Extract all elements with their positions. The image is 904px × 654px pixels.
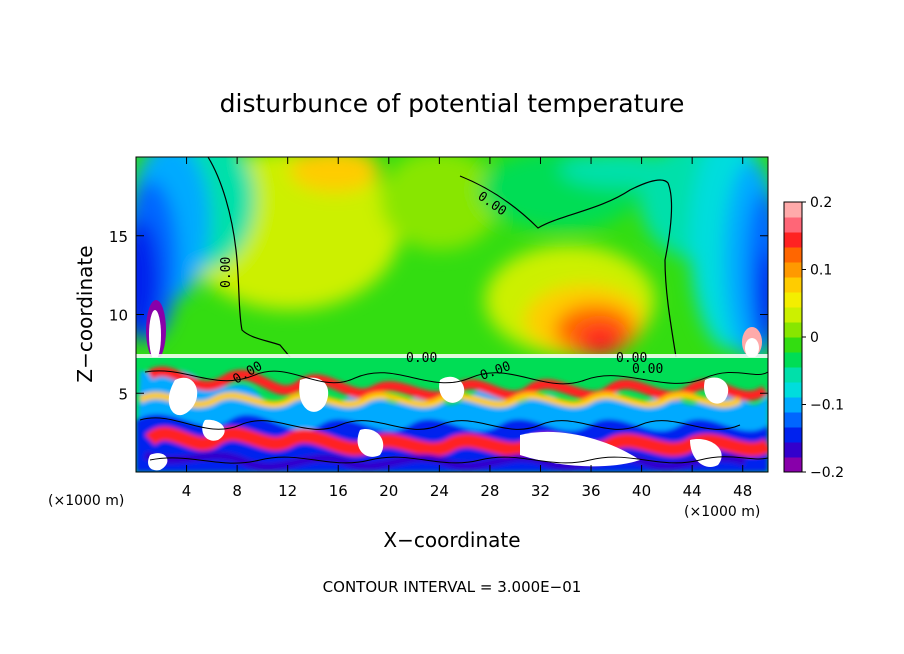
colorbar-swatch	[784, 382, 802, 398]
colorbar-swatch	[784, 277, 802, 293]
field-lower	[136, 357, 768, 472]
colorbar-tick-label: 0.1	[810, 263, 832, 279]
contour-label: 0.00	[632, 362, 663, 377]
x-axis: 4 8 12 16 20 24 28 32 36 40 44 48	[182, 157, 752, 500]
field-upper	[136, 157, 768, 357]
colorbar-swatch	[784, 412, 802, 428]
colorbar-tick-label: −0.2	[810, 465, 844, 481]
y-tick-label: 5	[118, 385, 128, 403]
colorbar-swatch	[784, 442, 802, 458]
colorbar-tick-label: 0	[810, 330, 819, 346]
contour-interval-note: CONTOUR INTERVAL = 3.000E−01	[323, 578, 582, 596]
colorbar-swatch	[784, 217, 802, 233]
colorbar: 0.2 0.1 0 −0.1 −0.2	[783, 195, 844, 481]
colorbar-swatch	[784, 457, 802, 473]
x-tick-label: 48	[733, 482, 752, 500]
x-tick-label: 36	[581, 482, 600, 500]
x-tick-label: 16	[329, 482, 348, 500]
colorbar-swatch	[784, 202, 802, 218]
y-tick-label: 10	[109, 307, 128, 325]
colorbar-swatch	[784, 367, 802, 383]
x-tick-label: 20	[379, 482, 398, 500]
contour-label: 0.00	[406, 351, 437, 366]
colorbar-swatch	[784, 397, 802, 413]
x-tick-label: 28	[480, 482, 499, 500]
y-tick-label: 15	[109, 228, 128, 246]
x-tick-label: 44	[683, 482, 702, 500]
colorbar-swatch	[784, 292, 802, 308]
colorbar-swatch	[784, 322, 802, 338]
x-tick-label: 32	[531, 482, 550, 500]
chart-title: disturbunce of potential temperature	[220, 89, 685, 118]
colorbar-swatch	[784, 232, 802, 248]
colorbar-swatch	[784, 337, 802, 353]
colorbar-swatch	[784, 352, 802, 368]
contour-label: 0.00	[616, 351, 647, 366]
x-unit-label-right: (×1000 m)	[684, 504, 760, 520]
colorbar-swatch	[784, 262, 802, 278]
x-tick-label: 8	[232, 482, 242, 500]
y-axis-title: Z−coordinate	[73, 245, 97, 382]
x-tick-label: 24	[430, 482, 449, 500]
colorbar-swatch	[784, 307, 802, 323]
x-axis-title: X−coordinate	[383, 528, 520, 552]
colorbar-tick-label: 0.2	[810, 195, 832, 211]
x-tick-label: 12	[278, 482, 297, 500]
colorbar-swatch	[784, 247, 802, 263]
x-tick-label: 40	[632, 482, 651, 500]
contour-label: 0.00	[219, 257, 234, 288]
y-axis: 5 10 15	[109, 228, 768, 403]
x-unit-label: (×1000 m)	[48, 493, 124, 509]
x-tick-label: 4	[182, 482, 192, 500]
colorbar-tick-label: −0.1	[810, 398, 844, 414]
colorbar-swatch	[784, 427, 802, 443]
